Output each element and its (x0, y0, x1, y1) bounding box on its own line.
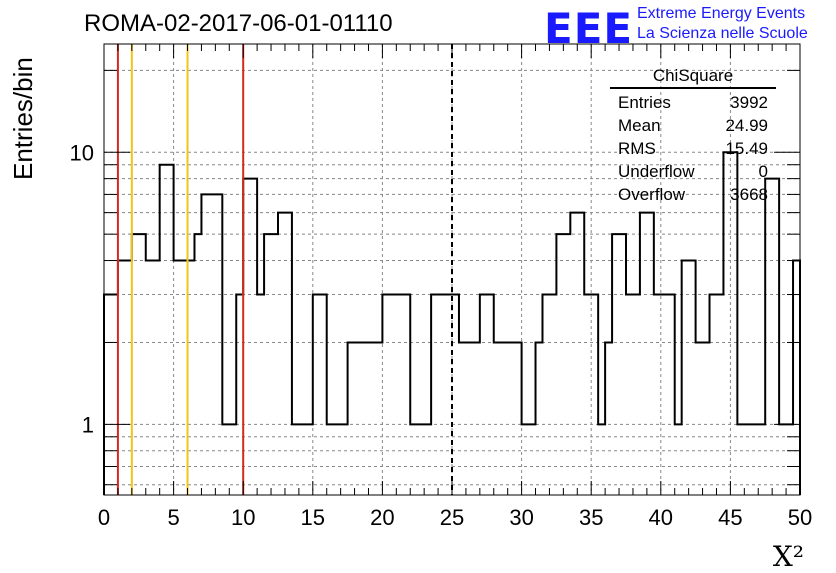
histogram-series (103, 151, 801, 495)
y-tick-label: 10 (70, 140, 94, 165)
stats-row: Mean 24.99 (610, 114, 776, 137)
x-tick-label: 20 (370, 505, 394, 530)
stats-value: 3668 (730, 185, 768, 204)
stats-value: 3992 (730, 93, 768, 112)
stats-box: ChiSquare Entries 3992 Mean 24.99 RMS 15.49… (610, 66, 776, 206)
x-tick-label: 15 (301, 505, 325, 530)
x-tick-label: 0 (98, 505, 110, 530)
stats-row: Entries 3992 (610, 91, 776, 114)
x-tick-label: 35 (579, 505, 603, 530)
stats-row: RMS 15.49 (610, 137, 776, 160)
stats-title: ChiSquare (610, 66, 776, 89)
stats-label: Entries (618, 93, 671, 112)
x-tick-label: 30 (509, 505, 533, 530)
y-tick-label: 1 (82, 412, 94, 437)
x-tick-label: 25 (440, 505, 464, 530)
stats-label: Overflow (618, 185, 686, 204)
stats-value: 0 (758, 162, 768, 181)
stats-label: RMS (618, 139, 656, 158)
logo-tagline-2: La Scienza nelle Scuole (637, 25, 808, 42)
eee-logo: EEE (544, 4, 634, 53)
x-tick-label: 45 (718, 505, 742, 530)
chart-title: ROMA-02-2017-06-01-01110 (84, 10, 393, 37)
stats-value: 24.99 (725, 116, 768, 135)
stats-value: 15.49 (725, 139, 768, 158)
stats-label: Underflow (618, 162, 695, 181)
stats-label: Mean (618, 116, 661, 135)
stats-row: Overflow 3668 (610, 183, 776, 206)
y-axis-label: Entries/bin (8, 57, 38, 180)
x-tick-label: 50 (788, 505, 812, 530)
x-tick-label: 10 (231, 505, 255, 530)
x-tick-label: 40 (649, 505, 673, 530)
x-axis-label: X² (772, 540, 804, 573)
logo-tagline-1: Extreme Energy Events (637, 5, 806, 22)
x-tick-label: 5 (167, 505, 179, 530)
stats-row: Underflow 0 (610, 160, 776, 183)
